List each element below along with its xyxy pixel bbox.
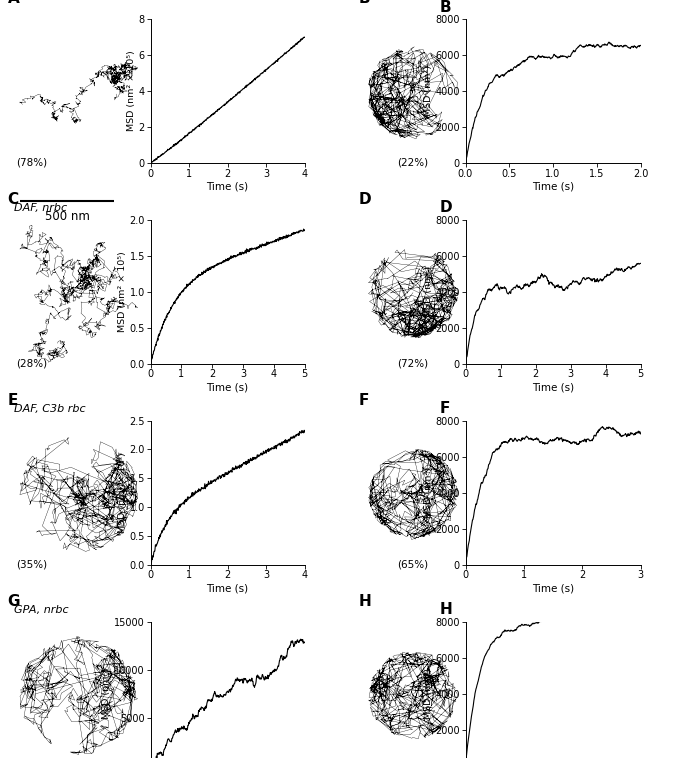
X-axis label: Time (s): Time (s)	[532, 583, 574, 593]
Y-axis label: MSD (nm²): MSD (nm²)	[424, 668, 433, 719]
Text: (78%): (78%)	[17, 158, 48, 168]
X-axis label: Time (s): Time (s)	[206, 583, 248, 593]
Text: D: D	[359, 193, 372, 208]
Text: H: H	[359, 594, 372, 609]
Y-axis label: MSD (nm²): MSD (nm²)	[102, 668, 111, 719]
Text: D: D	[440, 201, 452, 215]
Y-axis label: MSD (nm²): MSD (nm²)	[424, 65, 433, 117]
X-axis label: Time (s): Time (s)	[532, 181, 574, 191]
Text: H: H	[440, 603, 452, 617]
Text: C: C	[8, 193, 19, 208]
Y-axis label: MSD (nm²): MSD (nm²)	[424, 266, 433, 318]
Text: G: G	[8, 594, 20, 609]
Text: (35%): (35%)	[17, 559, 48, 569]
Text: F: F	[440, 402, 449, 416]
Text: 500 nm: 500 nm	[45, 210, 90, 223]
Text: (22%): (22%)	[398, 158, 428, 168]
Text: B: B	[440, 0, 451, 14]
Text: B: B	[359, 0, 371, 7]
Text: (28%): (28%)	[17, 359, 48, 368]
Text: F: F	[359, 393, 370, 409]
Text: (72%): (72%)	[398, 359, 428, 368]
Text: E: E	[8, 393, 18, 409]
X-axis label: Time (s): Time (s)	[532, 382, 574, 392]
Y-axis label: MSD (nm² × 10⁵): MSD (nm² × 10⁵)	[127, 51, 136, 131]
Text: DAF, C3b rbc: DAF, C3b rbc	[14, 404, 85, 414]
Y-axis label: MSD (nm²): MSD (nm²)	[424, 467, 433, 518]
Text: DAF, nrbc: DAF, nrbc	[14, 203, 67, 213]
X-axis label: Time (s): Time (s)	[206, 181, 248, 191]
Y-axis label: MSD (nm² × 10⁵): MSD (nm² × 10⁵)	[118, 252, 127, 332]
Y-axis label: MSD (nm² × 10⁴): MSD (nm² × 10⁴)	[118, 453, 127, 533]
Text: GPA, nrbc: GPA, nrbc	[14, 605, 69, 615]
Text: A: A	[8, 0, 20, 7]
X-axis label: Time (s): Time (s)	[206, 382, 248, 392]
Text: (65%): (65%)	[398, 559, 428, 569]
